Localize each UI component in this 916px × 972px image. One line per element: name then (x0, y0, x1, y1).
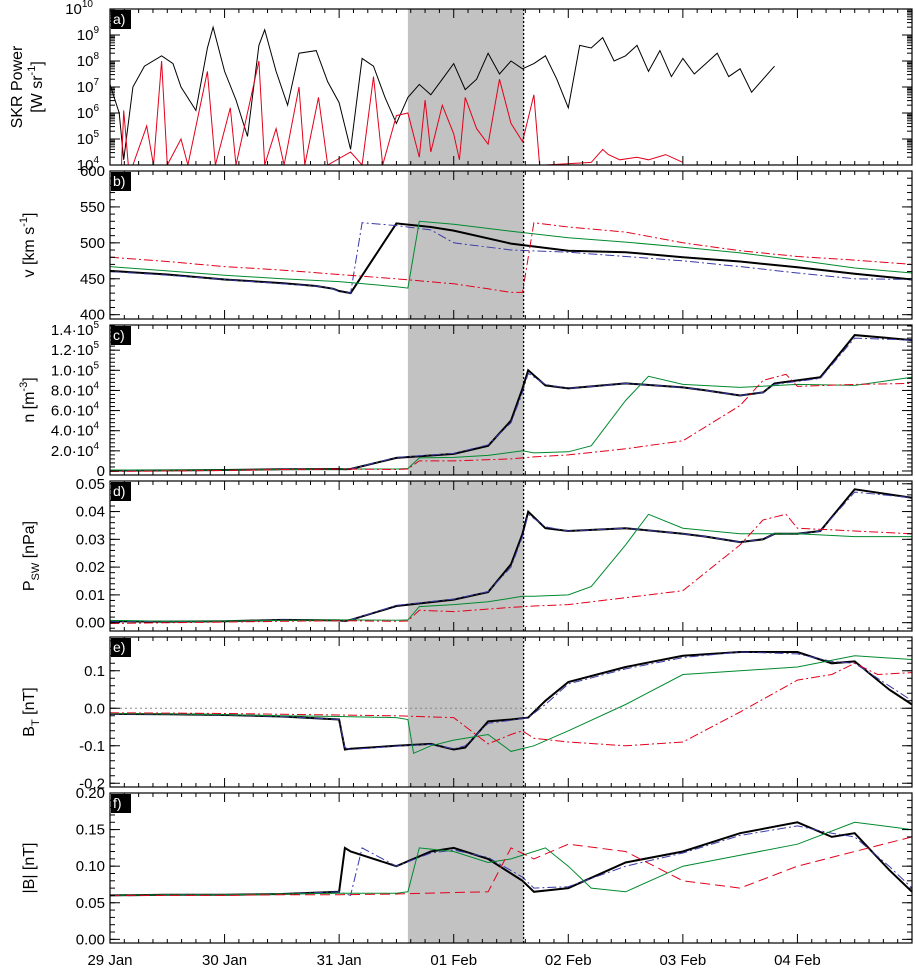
panel-label-badge (111, 794, 131, 813)
panel-label: a) (113, 11, 125, 27)
y-tick-label: 1.4·105 (51, 320, 100, 339)
y-tick-label: 0.05 (76, 476, 105, 493)
y-tick-label: 0.01 (76, 587, 105, 604)
x-tick-label: 02 Feb (545, 952, 592, 969)
y-tick-label: 0.10 (76, 858, 105, 875)
y-tick-label: 400 (80, 307, 105, 324)
y-tick-label: 450 (80, 271, 105, 288)
x-tick-label: 29 Jan (87, 952, 132, 969)
panel-a: 104 105 106 107 108 109 1010 a) SKR Power [W sr-1… (9, 0, 913, 174)
y-axis-label: BT [nT] (21, 687, 42, 736)
series-green-line (110, 513, 912, 622)
panel-label: e) (113, 639, 125, 655)
y-tick-label: 4.0·104 (51, 421, 100, 440)
x-tick-label: 30 Jan (202, 952, 247, 969)
y-tick-label: 105 (77, 129, 100, 148)
y-tick-label: 0.20 (76, 785, 105, 802)
series-red-line (110, 836, 912, 896)
y-tick-label: 0.00 (76, 931, 105, 948)
y-tick-label: 0.04 (76, 504, 105, 521)
panel-label: c) (113, 327, 125, 343)
panel-f: 0.00 0.05 0.10 0.15 0.20 f) |B| [nT] (21, 785, 913, 948)
panel-label-badge (111, 10, 131, 29)
panel-label-badge (111, 172, 131, 191)
series-blue-line (110, 825, 912, 897)
series-black-line (110, 25, 775, 160)
series-green-line (110, 655, 912, 755)
y-tick-label: -0.2 (79, 775, 105, 792)
y-axis-label: SKR Power [W sr-1] (9, 45, 46, 128)
y-tick-label: 1.2·105 (51, 340, 100, 359)
shaded-interval (407, 171, 524, 319)
panel-label-badge (111, 482, 131, 501)
y-tick-label: 1010 (65, 0, 93, 18)
series-red-line (110, 373, 912, 472)
panel-b: 400 450 500 550 600 b) v [km s-1] (18, 163, 913, 324)
y-tick-label: 0.00 (76, 615, 105, 632)
shaded-interval (407, 481, 524, 631)
series-red-line (110, 662, 912, 747)
y-tick-label: 106 (77, 103, 100, 122)
y-tick-label: 0.05 (76, 895, 105, 912)
x-tick-label: 03 Feb (660, 952, 707, 969)
y-axis-label: n [m-3] (18, 377, 38, 422)
series-red-line (121, 60, 684, 165)
shaded-interval (407, 637, 524, 787)
panel-label-badge (111, 326, 131, 345)
x-tick-label: 01 Feb (430, 952, 477, 969)
y-axis-label: v [km s-1] (18, 213, 38, 278)
series-black-line (110, 222, 912, 295)
y-tick-label: 500 (80, 235, 105, 252)
shaded-interval (407, 9, 524, 165)
x-tick-label: 04 Feb (774, 952, 821, 969)
y-tick-label: 0.0 (84, 700, 105, 717)
y-tick-label: 0.02 (76, 559, 105, 576)
y-tick-label: -0.1 (79, 738, 105, 755)
y-tick-label: 0.1 (84, 663, 105, 680)
y-tick-label: 107 (77, 77, 100, 96)
y-tick-label: 600 (80, 163, 105, 180)
panel-label: b) (113, 173, 125, 189)
series-green-line (110, 821, 912, 896)
panel-label: d) (113, 483, 125, 499)
series-red-line (110, 513, 912, 624)
y-tick-label: 108 (77, 51, 100, 70)
y-tick-label: 2.0·104 (51, 441, 100, 460)
x-tick-label: 31 Jan (317, 952, 362, 969)
x-axis-labels: 29 Jan 30 Jan 31 Jan 01 Feb 02 Feb 03 Feb 04 F… (87, 952, 820, 969)
y-tick-label: 1.0·105 (51, 360, 100, 379)
y-axis-label: |B| [nT] (21, 843, 38, 894)
panel-label-badge (111, 638, 131, 657)
y-axis-label: PSW [nPa] (21, 521, 42, 591)
y-tick-label: 109 (77, 25, 100, 44)
y-tick-label: 0.15 (76, 822, 105, 839)
panel-d: 0.00 0.01 0.02 0.03 0.04 0.05 d) PSW [nPa] (21, 476, 913, 632)
y-tick-label: 550 (80, 199, 105, 216)
series-blue-line (110, 222, 912, 294)
series-red-line (110, 222, 912, 293)
series-green-line (110, 220, 912, 289)
y-tick-label: 0 (97, 463, 105, 480)
panel-e: -0.2 -0.1 0.0 0.1 e) BT [nT] (21, 636, 913, 792)
y-tick-label: 104 (77, 155, 100, 174)
panel-label: f) (113, 795, 122, 811)
y-tick-label: 8.0·104 (51, 380, 100, 399)
y-tick-label: 6.0·104 (51, 401, 100, 420)
y-tick-label: 0.03 (76, 531, 105, 548)
series-black-line (110, 651, 912, 751)
shaded-interval (407, 793, 524, 943)
